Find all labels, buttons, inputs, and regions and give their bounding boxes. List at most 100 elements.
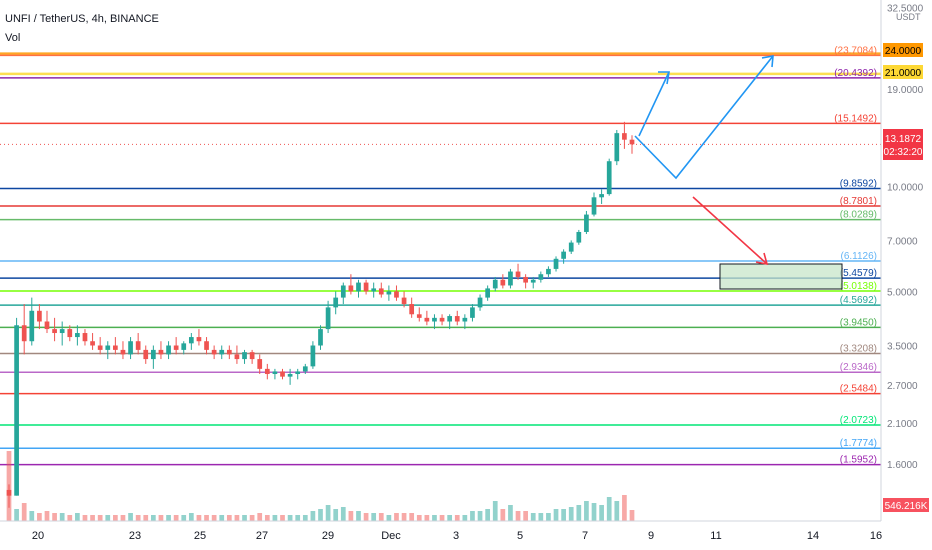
candle-body[interactable] — [196, 337, 202, 342]
candle-body[interactable] — [257, 359, 263, 369]
candle-body[interactable] — [447, 316, 453, 322]
candle-body[interactable] — [143, 349, 149, 360]
level-lines: (23.7084) (20.4392) (15.1492) (9.8592) (8.78… — [0, 45, 881, 466]
candle-body[interactable] — [378, 288, 384, 295]
candle-body[interactable] — [280, 371, 285, 377]
candle-body[interactable] — [348, 285, 354, 292]
level-label: (2.5484) — [840, 384, 877, 395]
candle-body[interactable] — [97, 345, 103, 350]
candle-body[interactable] — [59, 329, 65, 334]
candle-body[interactable] — [363, 282, 369, 292]
candle-body[interactable] — [470, 307, 475, 318]
candle-body[interactable] — [394, 291, 399, 298]
candle-body[interactable] — [492, 279, 498, 289]
candle-body[interactable] — [432, 317, 437, 322]
candle-body[interactable] — [287, 374, 293, 377]
candle-body[interactable] — [82, 333, 88, 342]
price-tick-label: 5.0000 — [887, 287, 918, 298]
candle-body[interactable] — [44, 321, 50, 330]
candle-body[interactable] — [606, 161, 612, 195]
candle-body[interactable] — [401, 297, 407, 305]
candle-body[interactable] — [546, 268, 551, 275]
candle-body[interactable] — [424, 317, 430, 322]
candle-body[interactable] — [584, 214, 589, 232]
candle-body[interactable] — [538, 274, 544, 280]
time-axis[interactable]: 20 23 25 27 29 Dec 3 5 7 9 11 14 16 — [0, 520, 882, 542]
bullish-arrow-long[interactable] — [634, 55, 774, 180]
candle-body[interactable] — [500, 279, 506, 286]
candle-body[interactable] — [485, 288, 491, 298]
drawings-layer — [634, 55, 843, 290]
candle-body[interactable] — [226, 349, 232, 355]
candle-body[interactable] — [629, 139, 635, 145]
volume-bar — [82, 515, 88, 521]
candle-body[interactable] — [553, 258, 559, 269]
candle-body[interactable] — [302, 366, 308, 372]
candle-body[interactable] — [219, 349, 225, 355]
candle-body[interactable] — [439, 317, 445, 322]
candle-body[interactable] — [614, 133, 620, 162]
candle-body[interactable] — [211, 349, 217, 355]
volume-bar — [166, 515, 171, 521]
candle-body[interactable] — [462, 317, 468, 322]
candle-body[interactable] — [52, 329, 57, 334]
candle-body[interactable] — [356, 282, 361, 292]
candle-body[interactable] — [508, 271, 513, 286]
candle-body[interactable] — [6, 489, 12, 496]
candle-body[interactable] — [234, 354, 240, 360]
candle-body[interactable] — [523, 276, 528, 283]
candle-body[interactable] — [310, 345, 316, 367]
candle-body[interactable] — [416, 314, 422, 318]
candle-body[interactable] — [113, 345, 118, 350]
candle-body[interactable] — [29, 310, 35, 342]
candle-body[interactable] — [37, 310, 42, 322]
candle-body[interactable] — [249, 352, 255, 360]
candle-body[interactable] — [477, 297, 483, 308]
bearish-arrow[interactable] — [692, 196, 768, 265]
volume-tag-bg — [883, 498, 929, 512]
candle-body[interactable] — [622, 133, 627, 140]
candle-body[interactable] — [67, 329, 73, 338]
candle-body[interactable] — [166, 345, 171, 355]
candle-body[interactable] — [105, 345, 111, 350]
candle-body[interactable] — [515, 271, 521, 277]
candle-body[interactable] — [188, 337, 194, 344]
candle-body[interactable] — [530, 279, 536, 283]
candle-body[interactable] — [561, 251, 566, 259]
price-axis[interactable]: USDT 32.5000 19.0000 10.0000 7.0000 5.0000 3.… — [880, 0, 924, 521]
candle-body[interactable] — [295, 371, 301, 375]
candle-body[interactable] — [318, 329, 323, 346]
candle-body[interactable] — [333, 297, 339, 308]
candle-body[interactable] — [135, 341, 141, 350]
candle-body[interactable] — [340, 285, 346, 298]
candle-body[interactable] — [14, 325, 19, 496]
candle-body[interactable] — [599, 194, 604, 198]
candle-body[interactable] — [371, 288, 377, 292]
level-label: (3.9450) — [840, 317, 877, 328]
candle-body[interactable] — [568, 242, 574, 252]
candle-body[interactable] — [242, 352, 247, 360]
candle-body[interactable] — [158, 349, 164, 355]
candle-body[interactable] — [272, 371, 278, 375]
candle-body[interactable] — [325, 307, 331, 330]
candle-body[interactable] — [21, 325, 27, 342]
candle-body[interactable] — [576, 231, 582, 243]
volume-bar — [508, 505, 513, 521]
candle-body[interactable] — [591, 197, 597, 215]
candle-body[interactable] — [204, 341, 209, 350]
candle-body[interactable] — [409, 304, 415, 315]
bullish-arrow-short[interactable] — [638, 71, 670, 137]
candle-body[interactable] — [128, 341, 133, 355]
candle-body[interactable] — [90, 341, 95, 346]
candle-body[interactable] — [386, 291, 392, 295]
candle-body[interactable] — [454, 316, 460, 322]
candle-body[interactable] — [264, 368, 270, 375]
candle-body[interactable] — [173, 345, 179, 350]
candle-body[interactable] — [150, 349, 156, 360]
target-zone-box[interactable] — [719, 263, 843, 290]
candle-body[interactable] — [181, 343, 187, 350]
candle-body[interactable] — [120, 349, 126, 355]
candle-body[interactable] — [75, 333, 80, 338]
